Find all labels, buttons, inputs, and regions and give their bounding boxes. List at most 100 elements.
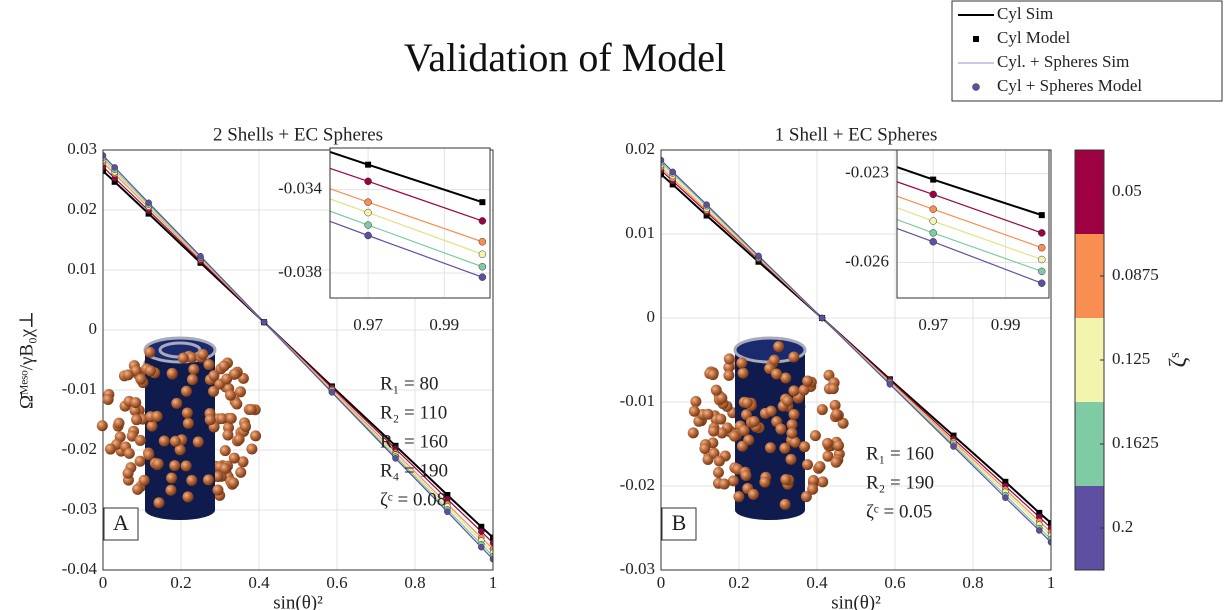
sphere [699, 442, 711, 454]
inset-area [897, 150, 1049, 298]
sphere [779, 498, 791, 510]
cylinder-base [735, 500, 805, 520]
model-marker [478, 250, 487, 258]
legend-label: Cyl Sim [997, 4, 1053, 23]
sphere [174, 444, 186, 456]
model-marker [1036, 509, 1043, 516]
sphere [830, 456, 842, 468]
model-marker [33, 101, 40, 108]
sphere [833, 440, 845, 452]
sphere [707, 369, 719, 381]
sphere [687, 427, 699, 439]
sphere [768, 354, 780, 366]
sphere [716, 427, 728, 439]
sphere [186, 474, 198, 486]
model-marker [1038, 267, 1046, 276]
model-marker [669, 168, 676, 176]
model-marker [111, 164, 118, 171]
sphere [129, 405, 141, 417]
legend-label: Cyl Model [997, 28, 1070, 47]
sim-line [103, 166, 493, 544]
x-axis-label: sin(θ)² [831, 592, 881, 610]
sphere [171, 397, 183, 409]
model-marker [478, 528, 485, 535]
sphere [245, 404, 257, 416]
legend-marker [972, 83, 980, 91]
sphere [197, 348, 209, 360]
sim-line [103, 154, 493, 560]
colorbar-band [1075, 318, 1104, 402]
sphere [221, 373, 233, 385]
sphere [123, 447, 135, 459]
sphere [151, 410, 163, 422]
sphere [723, 353, 735, 365]
sphere [177, 352, 189, 364]
x-tick-label: 0.4 [248, 573, 270, 592]
sphere [736, 357, 748, 369]
inset-frame [896, 149, 1050, 299]
x-tick-label: 0.6 [884, 573, 905, 592]
inset-y-tick-label: -0.026 [845, 251, 889, 270]
colorbar-band [1075, 402, 1104, 486]
y-tick-label: 0.02 [67, 199, 97, 218]
sphere [233, 433, 245, 445]
model-marker [755, 252, 762, 260]
colorbar-band [1075, 150, 1104, 234]
inset-x-tick-label: 0.97 [353, 315, 383, 334]
sphere [169, 435, 181, 447]
sphere [807, 475, 819, 487]
sphere [188, 363, 200, 375]
model-marker [615, 93, 622, 100]
model-marker [478, 217, 487, 225]
model-marker [930, 176, 937, 183]
sphere [235, 466, 247, 478]
model-marker [103, 152, 107, 159]
sphere [773, 341, 785, 353]
sphere [240, 421, 252, 433]
sphere [780, 474, 792, 486]
model-marker [478, 543, 485, 551]
x-tick-label: 1 [489, 573, 498, 592]
sphere [737, 367, 749, 379]
sphere [780, 372, 792, 384]
y-tick-label: -0.01 [620, 391, 655, 410]
sphere [690, 396, 702, 408]
sphere [736, 440, 748, 452]
model-marker [364, 208, 372, 217]
sphere [822, 450, 834, 462]
model-marker [478, 263, 487, 271]
sphere [222, 429, 234, 441]
model-marker [1038, 255, 1046, 264]
model-marker [444, 508, 451, 516]
series-group [661, 156, 1051, 546]
sphere [829, 399, 841, 411]
sphere [779, 442, 791, 454]
model-marker [489, 539, 493, 547]
model-marker [1002, 478, 1009, 485]
sphere [212, 470, 224, 482]
axes-frame [660, 149, 1052, 571]
sphere [788, 408, 800, 420]
model-marker [364, 231, 372, 240]
sphere [113, 417, 125, 429]
inset-y-tick-label: -0.023 [845, 163, 889, 182]
sphere [229, 368, 241, 380]
model-marker [886, 381, 894, 388]
x-tick-label: 0.4 [806, 573, 828, 592]
sphere [817, 476, 829, 488]
inset-x-tick-label: 0.99 [991, 315, 1021, 334]
inset-y-tick-label: -0.038 [278, 262, 322, 281]
model-marker [33, 90, 40, 97]
model-marker [33, 65, 40, 72]
sphere [122, 467, 134, 479]
sphere [135, 373, 147, 385]
sphere [146, 420, 158, 432]
model-marker [1038, 243, 1046, 252]
legend-box [951, 0, 1223, 102]
model-marker [615, 114, 622, 121]
model-marker [365, 161, 372, 168]
y-axis-label: Ω̄ᴹᵉˢᵒ/γB₀χ⊥ [16, 311, 37, 409]
model-marker [489, 555, 493, 563]
sphere [102, 393, 114, 405]
